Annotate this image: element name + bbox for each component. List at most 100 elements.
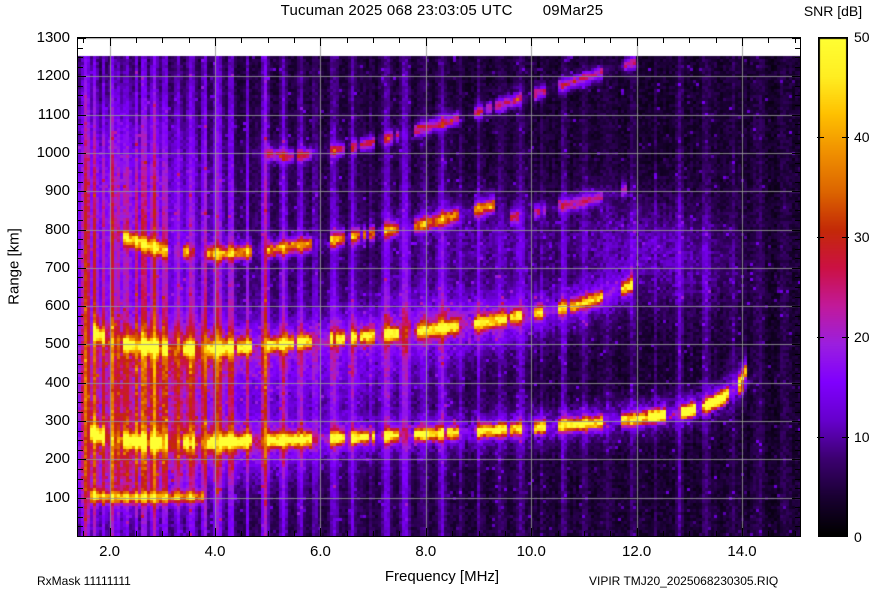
axis-tick xyxy=(795,450,801,451)
axis-tick xyxy=(77,412,83,413)
axis-tick xyxy=(795,392,801,393)
axis-tick xyxy=(505,531,506,537)
axis-tick xyxy=(77,105,83,106)
axis-tick xyxy=(241,37,242,43)
figure-title: Tucuman 2025 068 23:03:05 UTC 09Mar25 xyxy=(0,2,884,19)
axis-tick xyxy=(77,459,86,460)
axis-tick xyxy=(347,531,348,537)
axis-tick xyxy=(795,210,801,211)
axis-tick xyxy=(77,306,86,307)
axis-tick xyxy=(77,239,83,240)
axis-tick xyxy=(531,37,532,46)
axis-tick xyxy=(77,172,83,173)
axis-tick xyxy=(320,37,321,46)
axis-tick xyxy=(742,528,743,537)
y-tick-label: 700 xyxy=(44,258,70,276)
axis-tick xyxy=(77,76,86,77)
colorbar-tick-label: 0 xyxy=(854,529,862,545)
ionogram-plot-area[interactable] xyxy=(77,37,801,537)
axis-tick xyxy=(479,531,480,537)
y-tick-label: 1300 xyxy=(36,29,70,46)
axis-tick xyxy=(716,531,717,537)
axis-tick xyxy=(531,528,532,537)
axis-tick xyxy=(77,258,83,259)
axis-tick xyxy=(77,402,83,403)
axis-tick xyxy=(795,86,801,87)
axis-tick xyxy=(795,37,796,43)
axis-tick xyxy=(795,57,801,58)
axis-tick xyxy=(189,531,190,537)
axis-tick xyxy=(77,450,83,451)
axis-tick xyxy=(399,37,400,43)
colorbar-tick xyxy=(817,237,824,238)
ionogram-heatmap-canvas xyxy=(78,38,800,536)
axis-tick xyxy=(77,517,83,518)
colorbar[interactable] xyxy=(817,37,849,537)
axis-tick xyxy=(83,531,84,537)
colorbar-tick xyxy=(817,437,824,438)
axis-tick xyxy=(77,507,83,508)
axis-tick xyxy=(426,528,427,537)
axis-tick xyxy=(795,507,801,508)
axis-tick xyxy=(77,335,83,336)
axis-tick xyxy=(77,325,83,326)
y-tick-label: 100 xyxy=(44,488,70,506)
axis-tick xyxy=(795,220,801,221)
axis-tick xyxy=(610,531,611,537)
axis-tick xyxy=(77,153,86,154)
axis-tick xyxy=(294,37,295,43)
axis-tick xyxy=(77,230,86,231)
axis-tick xyxy=(77,373,83,374)
axis-tick xyxy=(110,528,111,537)
colorbar-tick-label: 40 xyxy=(854,129,870,145)
axis-tick xyxy=(792,230,801,231)
axis-tick xyxy=(77,115,86,116)
axis-tick xyxy=(795,124,801,125)
axis-tick xyxy=(77,440,83,441)
x-tick-label: 14.0 xyxy=(727,543,757,560)
x-axis-title: Frequency [MHz] xyxy=(384,568,500,585)
axis-tick xyxy=(795,239,801,240)
axis-tick xyxy=(136,531,137,537)
y-tick-label: 1100 xyxy=(37,105,70,123)
axis-tick xyxy=(241,531,242,537)
axis-tick xyxy=(77,354,83,355)
axis-tick xyxy=(795,488,801,489)
axis-tick xyxy=(479,37,480,43)
axis-tick xyxy=(268,531,269,537)
axis-tick xyxy=(77,498,86,499)
axis-tick xyxy=(637,37,638,46)
x-tick-label: 6.0 xyxy=(309,543,331,560)
axis-tick xyxy=(77,421,86,422)
y-tick-label: 300 xyxy=(44,412,70,430)
axis-tick xyxy=(77,392,83,393)
axis-tick xyxy=(584,37,585,43)
axis-tick xyxy=(77,191,86,192)
axis-tick xyxy=(77,287,83,288)
axis-tick xyxy=(77,268,86,269)
axis-tick xyxy=(77,383,86,384)
x-tick-label: 2.0 xyxy=(99,543,121,560)
axis-tick xyxy=(268,37,269,43)
y-tick-label: 1200 xyxy=(36,67,70,85)
axis-tick xyxy=(795,134,801,135)
axis-tick xyxy=(215,37,216,46)
axis-tick xyxy=(795,67,801,68)
axis-tick xyxy=(792,306,801,307)
colorbar-tick xyxy=(817,337,824,338)
axis-tick xyxy=(792,76,801,77)
axis-tick xyxy=(83,37,84,43)
axis-tick xyxy=(795,517,801,518)
axis-tick xyxy=(77,163,83,164)
axis-tick xyxy=(77,344,86,345)
axis-tick xyxy=(77,469,83,470)
y-tick-label: 900 xyxy=(44,182,70,200)
colorbar-gradient xyxy=(818,37,848,537)
axis-tick xyxy=(110,37,111,46)
axis-tick xyxy=(558,37,559,43)
axis-tick xyxy=(77,67,83,68)
axis-tick xyxy=(162,531,163,537)
axis-tick xyxy=(768,531,769,537)
y-tick-label: 1000 xyxy=(36,143,70,161)
axis-tick xyxy=(426,37,427,46)
